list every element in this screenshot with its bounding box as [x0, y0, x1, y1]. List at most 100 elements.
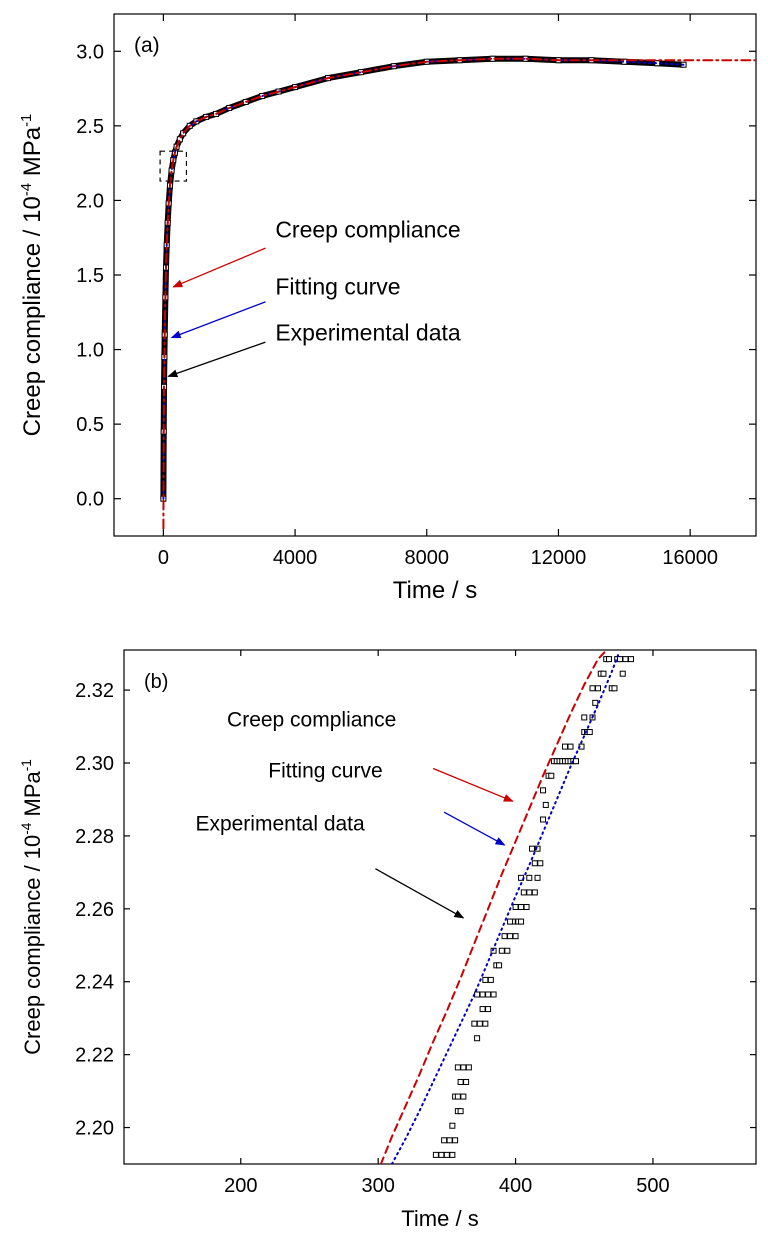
x-axis-label: Time / s	[401, 1206, 478, 1231]
data-point-experimental	[460, 1093, 467, 1100]
data-point-experimental	[548, 772, 555, 779]
data-point-experimental	[518, 904, 525, 910]
data-point-experimental	[581, 714, 588, 721]
data-point-experimental	[531, 889, 538, 896]
data-point-experimental	[567, 743, 574, 750]
data-point-experimental	[454, 1093, 461, 1100]
data-point-experimental	[463, 1078, 470, 1085]
data-point-experimental	[523, 904, 530, 910]
data-point-experimental	[504, 947, 511, 954]
x-tick-label: 12000	[531, 547, 587, 569]
data-point-experimental	[496, 962, 503, 969]
data-point-experimental	[449, 1122, 456, 1129]
x-tick-label: 16000	[662, 547, 718, 569]
data-point-experimental	[485, 991, 492, 998]
annotation-arrow	[375, 868, 465, 919]
x-tick-label: 400	[499, 1175, 532, 1197]
annotation-label: Experimental data	[195, 812, 365, 835]
series-experimental-band	[160, 55, 684, 499]
y-tick-label: 2.28	[75, 826, 114, 848]
data-point-experimental	[531, 860, 538, 867]
plot-frame	[123, 649, 757, 1165]
x-tick-label: 200	[224, 1175, 257, 1197]
data-point-experimental	[542, 801, 549, 808]
plot-frame	[113, 13, 757, 537]
data-point-experimental	[443, 1151, 450, 1158]
data-point-experimental	[482, 976, 489, 983]
data-point-experimental	[501, 933, 508, 940]
data-point-experimental	[520, 889, 527, 896]
y-tick-label: 2.24	[75, 972, 114, 994]
data-point-experimental	[622, 656, 629, 663]
y-tick-label: 2.22	[75, 1045, 114, 1067]
x-tick-label: 0	[158, 547, 169, 569]
annotation-label: Fitting curve	[275, 273, 400, 299]
data-point-experimental	[460, 1064, 467, 1071]
y-axis-label: Creep compliance / 10-4 MPa-1	[19, 114, 46, 437]
data-point-experimental	[600, 670, 607, 677]
series-fitting-curve	[162, 57, 685, 500]
y-tick-label: 0.0	[76, 489, 104, 511]
data-point-experimental	[454, 1064, 461, 1071]
data-point-experimental	[507, 918, 514, 925]
annotation-label: Creep compliance	[275, 217, 460, 243]
data-point-experimental	[490, 991, 497, 998]
data-point-experimental	[476, 1020, 483, 1027]
y-tick-label: 2.20	[75, 1118, 114, 1140]
data-point-experimental	[487, 976, 494, 983]
y-tick-label: 2.5	[76, 116, 104, 138]
y-tick-label: 0.5	[76, 414, 104, 436]
data-point-experimental	[540, 816, 547, 823]
data-point-experimental	[595, 685, 601, 692]
plot-area	[379, 650, 634, 1164]
data-point-experimental	[611, 685, 618, 692]
y-tick-label: 2.30	[75, 753, 114, 775]
y-tick-label: 2.26	[75, 899, 114, 921]
data-point-experimental	[537, 860, 544, 867]
annotation-label: Creep compliance	[227, 709, 396, 732]
data-point-experimental	[589, 685, 596, 692]
series-fitting-curve	[390, 652, 620, 1164]
annotation-arrow	[443, 811, 506, 846]
data-point-experimental	[586, 729, 593, 736]
data-point-experimental	[446, 1137, 453, 1144]
series-creep-compliance	[162, 57, 756, 530]
data-point-experimental	[474, 991, 481, 998]
data-point-experimental	[534, 874, 541, 881]
panel-label: (b)	[144, 671, 168, 693]
data-point-experimental	[457, 1078, 464, 1085]
data-point-experimental	[474, 1035, 481, 1042]
data-point-experimental	[465, 1064, 472, 1071]
y-tick-label: 1.5	[76, 265, 104, 287]
data-point-experimental	[471, 1020, 478, 1027]
y-tick-label: 3.0	[76, 41, 104, 63]
y-tick-label: 2.0	[76, 190, 104, 212]
x-axis-label: Time / s	[393, 577, 477, 604]
y-tick-label: 2.32	[75, 680, 114, 702]
data-point-experimental	[616, 656, 623, 663]
data-point-experimental	[441, 1137, 448, 1144]
data-point-experimental	[512, 933, 519, 940]
chart-panel-b: 200 300 400 500 2.20 2.22 2.24 2.26 2.28 2.30 2.32…	[19, 649, 757, 1231]
data-point-experimental	[562, 743, 569, 750]
data-point-experimental	[479, 991, 486, 998]
data-point-experimental	[518, 918, 525, 925]
data-point-experimental	[627, 656, 634, 663]
data-point-experimental	[457, 1108, 464, 1115]
data-point-experimental	[512, 904, 519, 910]
data-point-experimental	[592, 699, 599, 706]
data-point-experimental	[605, 656, 612, 663]
data-point-experimental	[526, 874, 533, 881]
data-point-experimental	[479, 1006, 486, 1013]
annotation-arrow	[170, 301, 266, 339]
y-axis-label: Creep compliance / 10-4 MPa-1	[19, 759, 45, 1055]
data-point-experimental	[485, 1006, 492, 1013]
data-point-experimental	[507, 933, 514, 940]
data-point-experimental	[449, 1151, 456, 1158]
chart-panel-a: 0 4000 8000 12000 16000 0.0 0.5 1.0 1.5 2.0 2.5 3.0…	[19, 13, 757, 604]
annotation-arrow	[432, 767, 514, 802]
data-point-experimental	[452, 1137, 459, 1144]
series-creep-compliance	[379, 650, 606, 1164]
data-point-experimental	[438, 1151, 445, 1158]
plot-area	[160, 55, 756, 530]
